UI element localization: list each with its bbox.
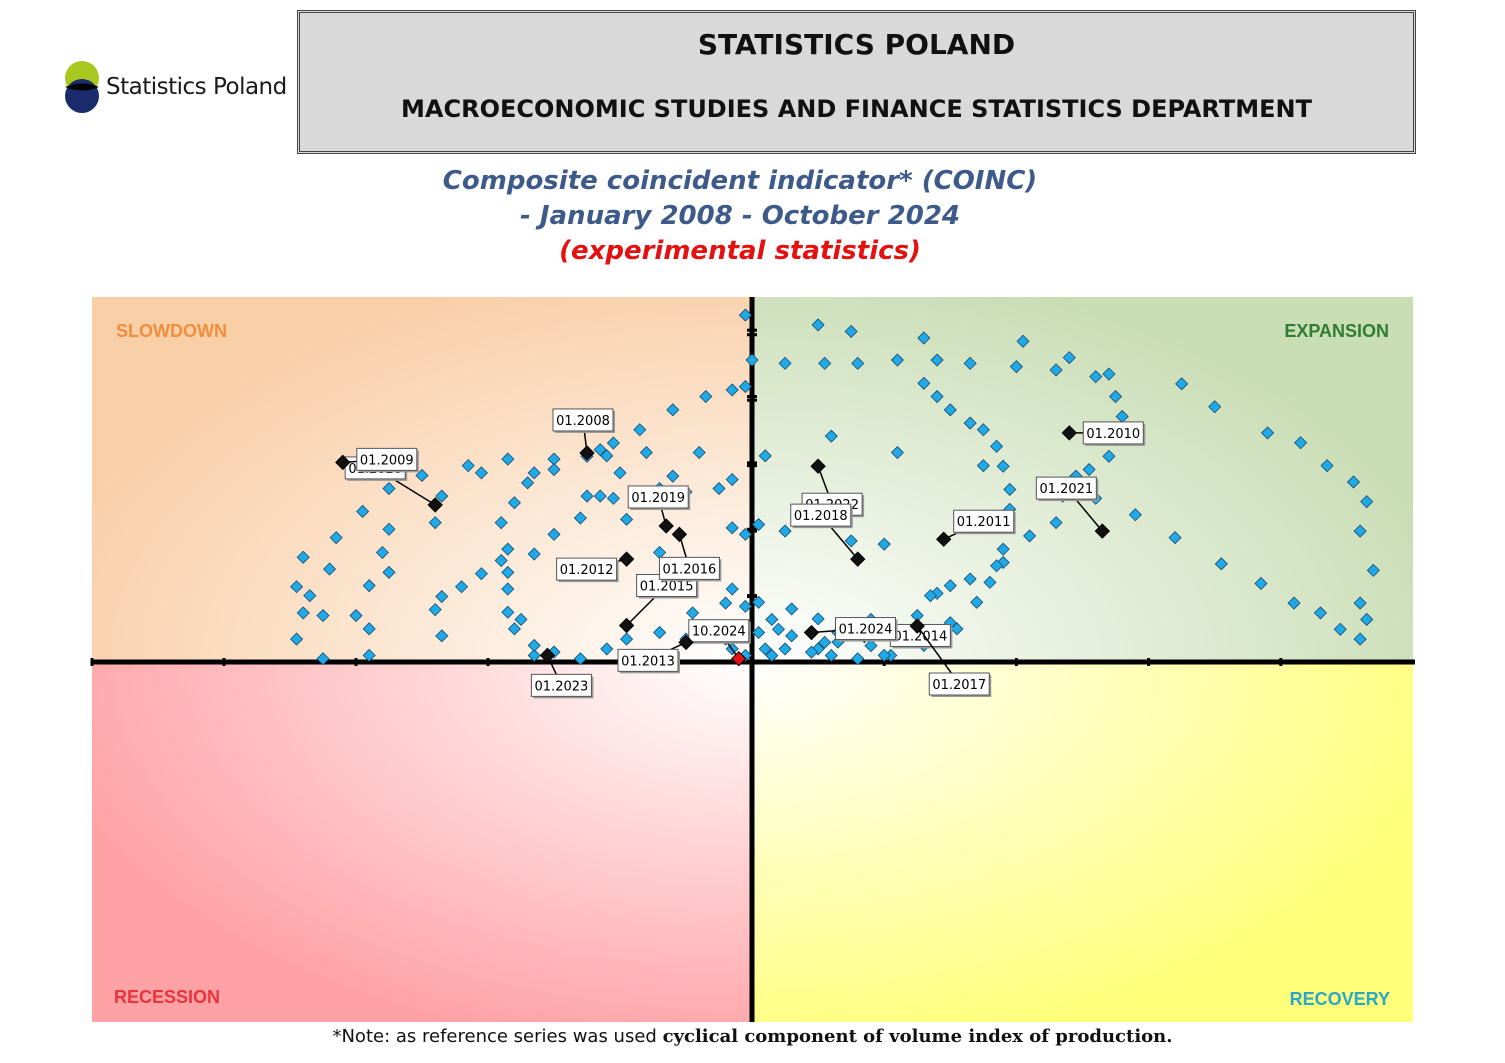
marker-label: 01.2012 (560, 563, 614, 578)
marker-label: 01.2008 (556, 414, 610, 429)
marker-label: 01.2014 (893, 629, 947, 644)
marker-label: 01.2017 (932, 678, 986, 693)
label-recession: RECESSION (114, 987, 220, 1007)
marker-label: 10.2024 (692, 625, 746, 640)
marker-label: 01.2011 (957, 515, 1011, 530)
marker-label: 01.2021 (1039, 482, 1093, 497)
marker-label: 01.2019 (631, 491, 685, 506)
quadrant-recession (92, 662, 752, 1022)
marker-label: 01.2023 (535, 679, 589, 694)
footnote-bold: cyclical component of volume index of pr… (663, 1026, 1173, 1047)
marker-label: 01.2018 (794, 509, 848, 524)
marker-label: 01.2010 (1086, 427, 1140, 442)
marker-label: 01.2009 (360, 453, 414, 468)
marker-label: 01.2016 (663, 562, 717, 577)
label-recovery: RECOVERY (1290, 989, 1390, 1009)
marker-label: 01.2015 (640, 580, 694, 595)
label-slowdown: SLOWDOWN (116, 321, 227, 341)
footnote-prefix: *Note: as reference series was used (332, 1026, 662, 1047)
label-expansion: EXPANSION (1284, 321, 1389, 341)
marker-label: 01.2024 (839, 623, 893, 638)
quadrant-recovery (752, 662, 1413, 1022)
footnote: *Note: as reference series was used cycl… (0, 1026, 1505, 1047)
marker-label: 01.2013 (621, 654, 675, 669)
